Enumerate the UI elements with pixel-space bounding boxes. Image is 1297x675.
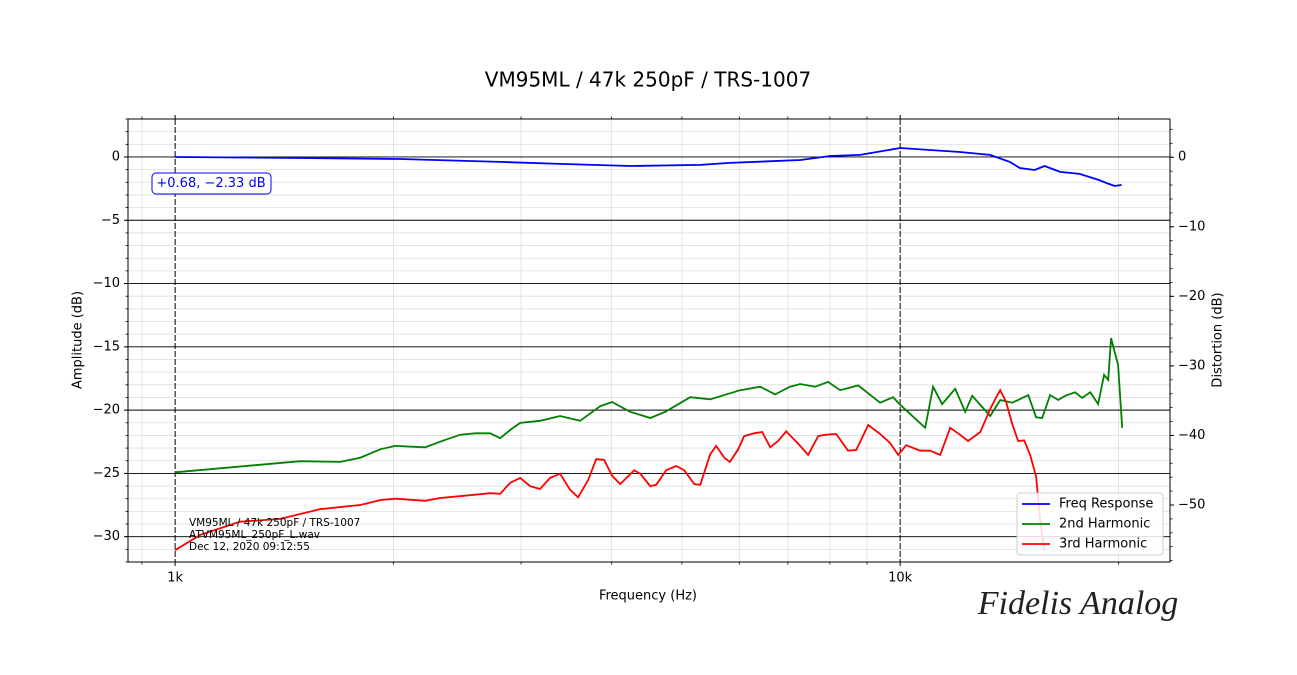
y2-tick-label: −30 — [1178, 358, 1205, 373]
signature: Fidelis Analog — [977, 585, 1179, 622]
series-line — [174, 388, 1046, 551]
x-tick-label: 10k — [888, 571, 913, 586]
legend-box — [1016, 492, 1164, 556]
y-tick-label: −10 — [93, 276, 120, 291]
legend-label: 3rd Harmonic — [1059, 537, 1147, 552]
legend-label: 2nd Harmonic — [1059, 517, 1150, 532]
info-line: ATVM95ML_250pF_L.wav — [189, 529, 320, 541]
y-tick-label: 0 — [112, 149, 120, 164]
annotation-box — [151, 172, 272, 195]
annotation: +0.68, −2.33 dB — [156, 176, 265, 191]
series-line — [175, 147, 1122, 187]
y2-tick-label: −20 — [1178, 289, 1205, 304]
y-axis-label: Amplitude (dB) — [71, 291, 86, 389]
y-tick-label: −25 — [93, 466, 120, 481]
y2-tick-label: −10 — [1178, 219, 1205, 234]
y-tick-label: −5 — [101, 213, 120, 228]
y-tick-label: −30 — [93, 529, 120, 544]
x-axis-label: Frequency (Hz) — [599, 589, 697, 604]
x-tick-label: 1k — [167, 571, 183, 586]
plot-lines — [174, 147, 1124, 551]
y-tick-label: −20 — [93, 403, 120, 418]
plot-frame — [127, 118, 1171, 563]
y2-tick-label: −50 — [1178, 497, 1205, 512]
info-line: Dec 12, 2020 09:12:55 — [189, 541, 310, 553]
chart-title: VM95ML / 47k 250pF / TRS-1007 — [485, 68, 811, 92]
y2-tick-label: 0 — [1178, 150, 1186, 165]
legend-label: Freq Response — [1059, 497, 1153, 512]
y2-tick-label: −40 — [1178, 428, 1205, 443]
series-line — [175, 337, 1124, 474]
y-tick-label: −15 — [93, 339, 120, 354]
y2-axis-label: Distortion (dB) — [1211, 292, 1226, 387]
info-line: VM95ML / 47k 250pF / TRS-1007 — [189, 517, 360, 529]
